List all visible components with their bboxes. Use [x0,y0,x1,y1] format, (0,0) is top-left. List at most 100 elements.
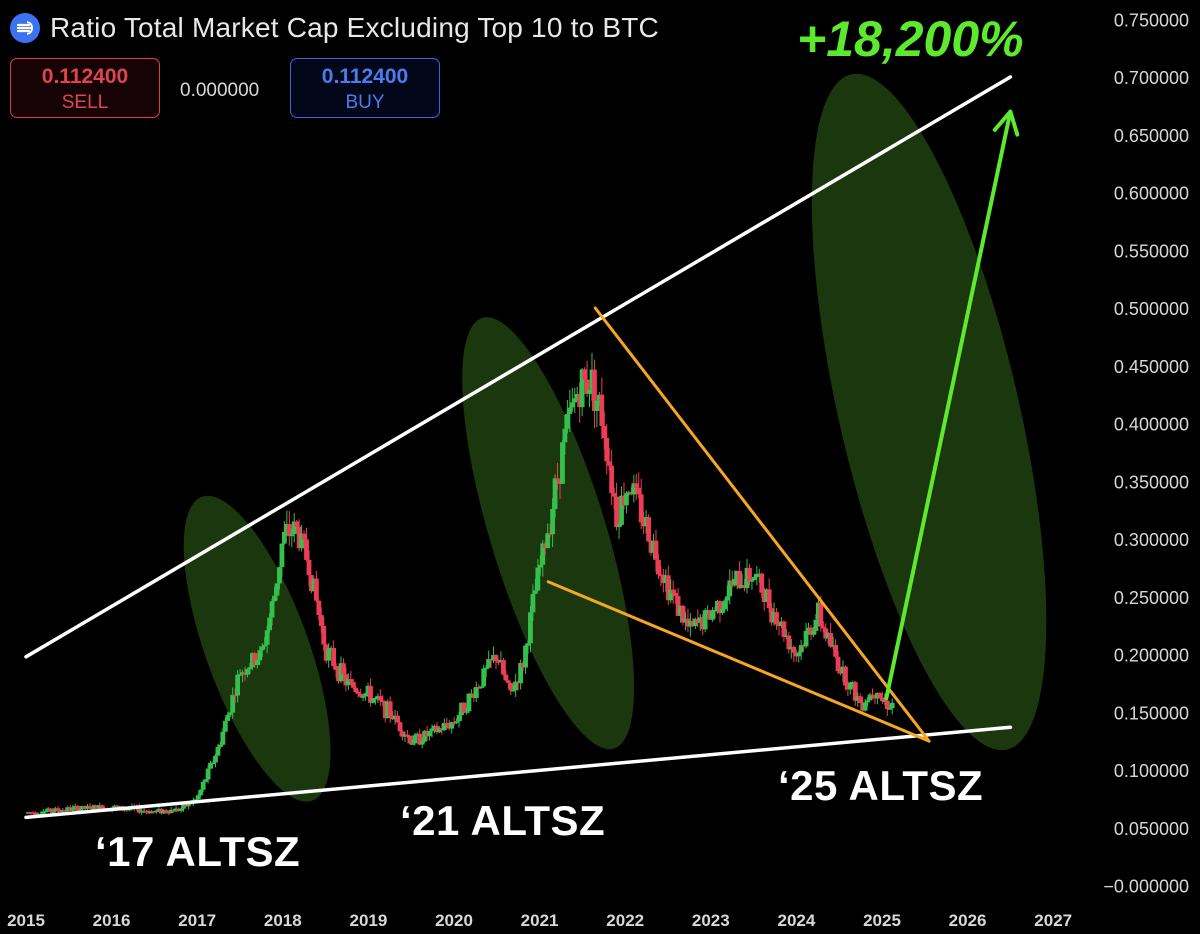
candle-body [732,578,738,586]
candle-body [870,694,875,697]
candle-body [141,810,147,813]
trend-line [24,725,1013,820]
candle-body [491,655,496,661]
candle-body [744,567,750,589]
candle-body [87,805,93,808]
candlestick-series [26,352,895,817]
y-tick-label: 0.150000 [1114,703,1189,723]
candle-body [518,663,524,684]
candle-body [587,389,592,394]
candle-body [707,609,713,620]
candle-body [717,601,723,614]
candle-body [363,693,368,697]
candle-body [33,812,39,815]
candle-body [331,647,336,666]
candle-body [326,648,332,661]
buy-price: 0.112400 [321,65,409,88]
candle-body [279,543,285,568]
candle-body [850,682,856,684]
candle-body [195,795,201,800]
candle-body [557,480,563,484]
candle-body [397,722,403,732]
candle-body [749,579,755,582]
candle-body [449,722,455,729]
candle-body [368,685,373,703]
candle-body [855,696,861,701]
candle-body [786,635,792,650]
candle-body [284,524,290,532]
candle-body [149,811,154,814]
candle-body [764,589,770,603]
candle-body [92,805,98,810]
sell-button[interactable]: 0.112400 SELL [10,58,160,118]
candle-body [742,585,747,589]
candle-body [309,575,314,592]
candle-body [146,811,152,814]
candle-body [857,696,863,704]
candle-body [240,672,245,675]
candle-body [422,730,428,742]
candle-body [498,659,504,663]
candle-body [633,483,639,488]
candle-body [766,589,772,609]
candle-body [670,589,676,594]
candle-body [341,663,346,675]
candle-body [158,808,164,814]
highlight-zone [183,495,331,802]
candle-body [424,730,430,737]
candle-body [466,693,472,712]
candle-body [345,679,351,686]
candle-body [53,808,58,812]
candle-body [254,660,260,665]
candle-body [830,645,836,647]
buy-button[interactable]: 0.112400 BUY [290,58,440,118]
candle-body [887,708,893,710]
x-tick-label: 2015 [7,911,45,930]
candle-body [252,653,258,665]
candle-body [299,533,305,549]
x-tick-label: 2017 [178,911,216,930]
candle-body [552,478,558,509]
candle-body [166,812,172,814]
candle-body [734,570,740,579]
candle-body [178,808,184,811]
candle-body [638,494,644,523]
candle-body [213,755,218,763]
candle-body [58,810,63,813]
candle-body [813,619,819,631]
candle-body [249,653,255,668]
candle-body [318,614,324,626]
candle-body [872,696,878,699]
candle-body [461,702,467,713]
candle-body [375,696,381,698]
candle-body [688,620,693,627]
y-tick-label: 0.750000 [1114,10,1189,30]
candle-body [464,711,469,713]
y-tick-label: 0.550000 [1114,241,1189,261]
candle-body [643,517,649,527]
candle-body [828,633,834,647]
altseason-2017-label: ‘17 ALTSZ [95,828,301,875]
candle-body [338,663,344,682]
candle-body [550,508,556,535]
candle-body [508,682,514,691]
wedge-line [546,580,931,743]
candle-body [532,590,538,594]
y-tick-label: 0.400000 [1114,415,1189,435]
y-tick-label: 0.250000 [1114,588,1189,608]
candle-body [604,438,610,462]
candle-body [176,808,181,811]
candle-body [756,573,762,576]
candle-body [798,645,804,653]
candle-body [584,379,590,394]
candle-body [530,593,536,613]
candle-body [377,696,383,701]
candle-body [40,811,46,814]
y-tick-label: 0.300000 [1114,530,1189,550]
candle-body [660,574,666,584]
candle-body [705,609,711,612]
y-tick-label: 0.500000 [1114,299,1189,319]
candle-body [343,674,349,686]
candle-body [136,806,142,813]
